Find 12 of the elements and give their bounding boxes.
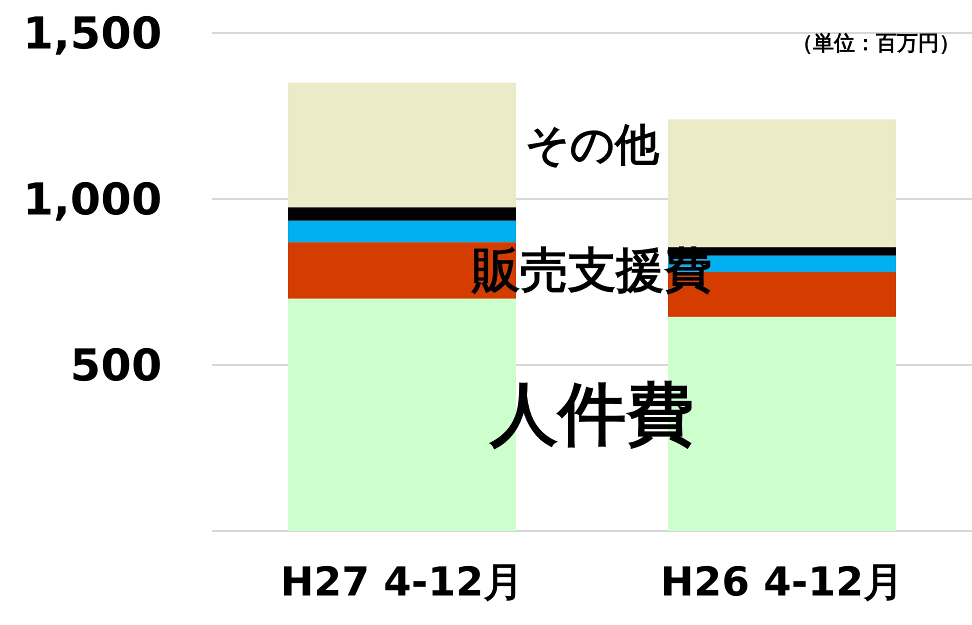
y-tick-label: 500 — [70, 340, 162, 392]
x-tick-label: H26 4-12月 — [660, 559, 904, 606]
y-tick-label: 1,500 — [22, 8, 162, 60]
series-label: その他 — [525, 120, 660, 171]
x-tick-label: H27 4-12月 — [280, 559, 524, 606]
bar — [668, 119, 896, 248]
bar — [288, 207, 516, 221]
annotation: （単位：百万円） — [792, 31, 960, 55]
bar — [288, 220, 516, 242]
y-tick-label: 1,000 — [22, 174, 162, 226]
bar — [288, 82, 516, 208]
series-label: 人件費 — [488, 375, 694, 454]
